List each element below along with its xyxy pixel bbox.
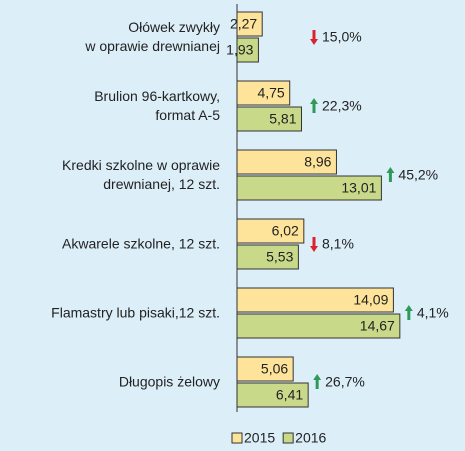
bar xyxy=(236,218,305,244)
change-arrow xyxy=(310,98,318,113)
change-arrow xyxy=(313,374,322,389)
category-label: Kredki szkolne w oprawie drewnianej, 12 … xyxy=(62,157,220,192)
legend-swatch xyxy=(231,432,243,444)
change-arrow xyxy=(310,30,318,45)
bar xyxy=(236,149,337,175)
legend-swatch xyxy=(282,432,294,444)
value-label: 5,81 xyxy=(269,111,296,127)
category-label: Akwarele szkolne, 12 szt. xyxy=(62,235,220,252)
legend-label: 2016 xyxy=(295,430,326,446)
change-label: 26,7% xyxy=(325,374,365,390)
change-label: 22,3% xyxy=(322,98,362,114)
change-label: 4,1% xyxy=(417,305,449,321)
value-label: 13,01 xyxy=(341,180,376,196)
bar xyxy=(236,287,394,313)
value-label: 1,93 xyxy=(226,42,253,58)
bar xyxy=(236,356,294,382)
value-label: 8,96 xyxy=(304,154,331,170)
value-label: 2,27 xyxy=(230,16,257,32)
category-label: Flamastry lub pisaki,12 szt. xyxy=(51,304,220,321)
value-label: 6,41 xyxy=(276,387,303,403)
value-label: 6,02 xyxy=(272,223,299,239)
legend-label: 2015 xyxy=(244,430,275,446)
bar xyxy=(236,106,302,132)
change-arrow xyxy=(310,237,318,252)
change-arrow xyxy=(386,167,395,182)
change-arrow xyxy=(404,305,413,320)
change-label: 8,1% xyxy=(322,236,354,252)
category-label: Ołówek zwykły w oprawie drewnianej xyxy=(85,19,220,54)
value-label: 4,75 xyxy=(257,85,284,101)
value-label: 5,53 xyxy=(266,249,293,265)
bar xyxy=(236,382,309,408)
value-label: 5,06 xyxy=(261,361,288,377)
category-label: Brulion 96-kartkowy, format A-5 xyxy=(94,88,220,123)
bar xyxy=(236,313,401,339)
value-label: 14,67 xyxy=(360,318,395,334)
value-label: 14,09 xyxy=(353,292,388,308)
category-label: Długopis żelowy xyxy=(118,373,220,390)
bar xyxy=(236,175,382,201)
bar xyxy=(236,244,299,270)
change-label: 15,0% xyxy=(322,29,362,45)
change-label: 45,2% xyxy=(398,167,438,183)
